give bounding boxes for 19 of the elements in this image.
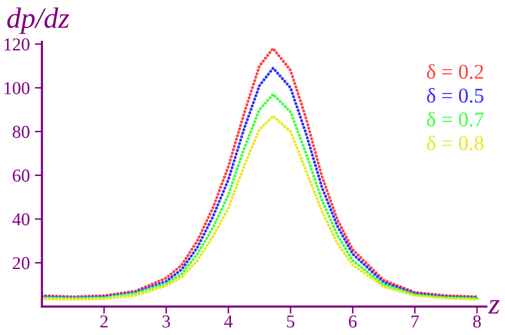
y-tick-label: 120 (4, 38, 30, 51)
y-tick-label: 60 (12, 170, 30, 182)
text: δ = 0.5 (426, 88, 484, 103)
x-tick-label: 5 (287, 316, 294, 328)
x-axis-title: z (488, 300, 500, 314)
x-tick-label: 7 (412, 316, 419, 328)
text: δ = 0.8 (426, 136, 484, 150)
y-tick-label: 100 (4, 82, 30, 94)
x-tick-label: 2 (100, 315, 108, 328)
y-tick-label: 80 (12, 126, 30, 138)
x-tick-label: 4 (224, 316, 233, 328)
y-axis-title: dp/dz (7, 7, 70, 34)
y-tick-label: 20 (12, 257, 30, 270)
x-tick-label: 8 (473, 315, 481, 328)
y-tick-label: 40 (12, 213, 30, 226)
text: δ = 0.2 (426, 64, 484, 79)
x-tick-label: 6 (348, 315, 357, 328)
text: δ = 0.7 (426, 112, 484, 127)
x-tick-label: 3 (162, 315, 170, 328)
